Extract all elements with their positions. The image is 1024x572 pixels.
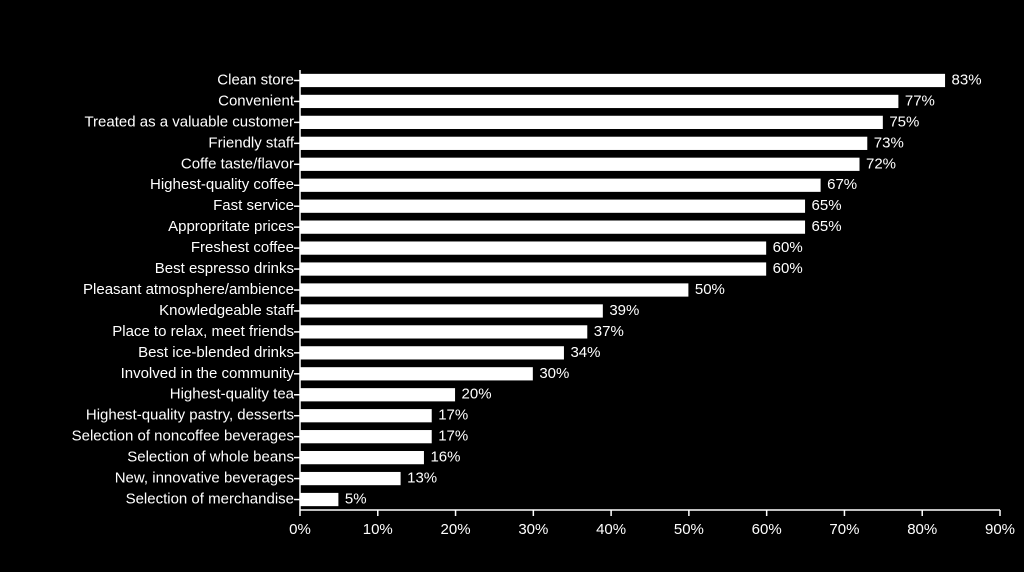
category-label: Selection of noncoffee beverages	[72, 428, 294, 445]
x-axis-tick-label: 50%	[674, 521, 704, 538]
value-label: 13%	[407, 470, 437, 487]
bar	[300, 241, 767, 255]
bar	[300, 492, 339, 506]
value-label: 50%	[695, 281, 725, 298]
category-label: Appropritate prices	[168, 218, 294, 235]
category-label: Treated as a valuable customer	[84, 113, 294, 130]
horizontal-bar-chart: Clean store 83% Convenient 77% Treated as a …	[0, 0, 1024, 572]
value-label: 5%	[345, 490, 367, 507]
value-label: 75%	[889, 113, 919, 130]
value-label: 65%	[812, 197, 842, 214]
value-label: 20%	[462, 386, 492, 403]
bar	[300, 450, 424, 464]
category-label: Highest-quality coffee	[150, 176, 294, 193]
bar	[300, 409, 432, 423]
category-label: Clean store	[217, 71, 294, 88]
bar	[300, 136, 868, 150]
category-label: Selection of merchandise	[126, 490, 294, 507]
value-label: 17%	[438, 428, 468, 445]
value-label: 30%	[539, 365, 569, 382]
category-label: Freshest coffee	[191, 239, 294, 256]
bar	[300, 367, 533, 381]
value-label: 67%	[827, 176, 857, 193]
category-label: New, innovative beverages	[115, 470, 294, 487]
category-label: Fast service	[213, 197, 294, 214]
x-axis-tick-label: 0%	[289, 521, 311, 538]
bar	[300, 73, 946, 87]
bar	[300, 157, 860, 171]
category-label: Selection of whole beans	[127, 449, 294, 466]
value-label: 39%	[609, 302, 639, 319]
category-label: Coffe taste/flavor	[181, 155, 294, 172]
x-axis-tick-label: 30%	[518, 521, 548, 538]
category-label: Highest-quality tea	[170, 386, 295, 403]
bar	[300, 388, 456, 402]
category-label: Best ice-blended drinks	[138, 344, 294, 361]
x-axis-tick-label: 80%	[907, 521, 937, 538]
category-label: Involved in the community	[121, 365, 295, 382]
x-axis-tick-label: 70%	[829, 521, 859, 538]
x-axis-tick-label: 20%	[441, 521, 471, 538]
bar	[300, 471, 401, 485]
bar	[300, 115, 883, 129]
bar	[300, 346, 564, 360]
value-label: 60%	[773, 260, 803, 277]
bar	[300, 178, 821, 192]
category-label: Place to relax, meet friends	[112, 323, 294, 340]
value-label: 16%	[430, 449, 460, 466]
x-axis-tick-label: 90%	[985, 521, 1015, 538]
x-axis-tick-label: 60%	[752, 521, 782, 538]
category-label: Knowledgeable staff	[159, 302, 295, 319]
bar	[300, 262, 767, 276]
value-label: 77%	[905, 92, 935, 109]
value-label: 72%	[866, 155, 896, 172]
category-label: Convenient	[218, 92, 295, 109]
value-label: 65%	[812, 218, 842, 235]
bar	[300, 304, 603, 318]
category-label: Friendly staff	[208, 134, 294, 151]
value-label: 34%	[570, 344, 600, 361]
value-label: 60%	[773, 239, 803, 256]
category-label: Best espresso drinks	[155, 260, 294, 277]
bar	[300, 325, 588, 339]
x-axis-tick-label: 10%	[363, 521, 393, 538]
category-label: Highest-quality pastry, desserts	[86, 407, 294, 424]
category-label: Pleasant atmosphere/ambience	[83, 281, 294, 298]
bar	[300, 430, 432, 444]
bar	[300, 94, 899, 108]
value-label: 37%	[594, 323, 624, 340]
value-label: 73%	[874, 134, 904, 151]
bar	[300, 199, 806, 213]
value-label: 83%	[952, 71, 982, 88]
bar	[300, 220, 806, 234]
x-axis-tick-label: 40%	[596, 521, 626, 538]
bar	[300, 283, 689, 297]
value-label: 17%	[438, 407, 468, 424]
